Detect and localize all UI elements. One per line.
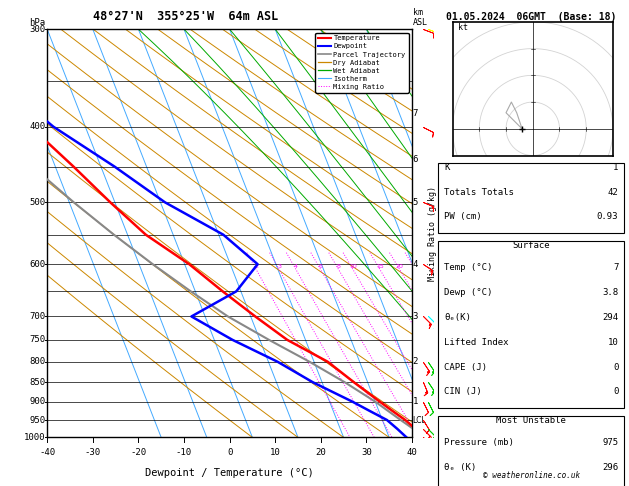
Text: 294: 294: [602, 313, 618, 322]
Text: 01.05.2024  06GMT  (Base: 18): 01.05.2024 06GMT (Base: 18): [446, 12, 616, 22]
Text: Dewpoint / Temperature (°C): Dewpoint / Temperature (°C): [145, 468, 314, 478]
Text: 7: 7: [413, 109, 418, 118]
Text: -20: -20: [130, 448, 147, 457]
Text: 1: 1: [613, 163, 618, 172]
Text: -10: -10: [176, 448, 192, 457]
Text: CIN (J): CIN (J): [444, 387, 482, 396]
Text: 0: 0: [613, 387, 618, 396]
Text: 0: 0: [613, 363, 618, 371]
Text: 950: 950: [29, 416, 45, 424]
Text: 6: 6: [413, 155, 418, 163]
Text: 0: 0: [227, 448, 232, 457]
Text: 4: 4: [294, 263, 298, 269]
Text: 20: 20: [396, 263, 404, 269]
Text: 0.93: 0.93: [597, 212, 618, 222]
Text: LCL: LCL: [413, 416, 426, 424]
Text: 750: 750: [29, 335, 45, 345]
Text: 975: 975: [602, 438, 618, 447]
Text: Dewp (°C): Dewp (°C): [444, 288, 493, 297]
Text: 5: 5: [413, 198, 418, 207]
Bar: [438, 416, 624, 486]
Text: 600: 600: [29, 260, 45, 269]
Text: 2: 2: [413, 357, 418, 366]
Text: 10: 10: [349, 263, 357, 269]
Text: 900: 900: [29, 397, 45, 406]
Text: K: K: [444, 163, 450, 172]
Text: 1000: 1000: [24, 433, 45, 442]
Text: 8: 8: [337, 263, 341, 269]
Text: Most Unstable: Most Unstable: [496, 416, 566, 425]
Text: 500: 500: [29, 198, 45, 207]
Text: 850: 850: [29, 378, 45, 387]
Text: 10: 10: [270, 448, 281, 457]
Text: Lifted Index: Lifted Index: [444, 338, 509, 347]
Text: 3: 3: [277, 263, 281, 269]
Text: © weatheronline.co.uk: © weatheronline.co.uk: [482, 471, 580, 480]
Text: 15: 15: [376, 263, 384, 269]
Text: Totals Totals: Totals Totals: [444, 188, 514, 197]
Legend: Temperature, Dewpoint, Parcel Trajectory, Dry Adiabat, Wet Adiabat, Isotherm, Mi: Temperature, Dewpoint, Parcel Trajectory…: [315, 33, 408, 93]
Text: 20: 20: [315, 448, 326, 457]
Text: 48°27'N  355°25'W  64m ASL: 48°27'N 355°25'W 64m ASL: [93, 10, 279, 23]
Text: 10: 10: [608, 338, 618, 347]
Bar: [438, 163, 624, 233]
Text: 400: 400: [29, 122, 45, 131]
Text: km
ASL: km ASL: [413, 8, 428, 27]
Text: 42: 42: [608, 188, 618, 197]
Text: 30: 30: [361, 448, 372, 457]
Text: 300: 300: [29, 25, 45, 34]
Text: 3.8: 3.8: [602, 288, 618, 297]
Text: 7: 7: [613, 263, 618, 272]
Text: Pressure (mb): Pressure (mb): [444, 438, 514, 447]
Text: 4: 4: [413, 260, 418, 269]
Text: Mixing Ratio (g/kg): Mixing Ratio (g/kg): [428, 186, 437, 281]
Text: 6: 6: [319, 263, 323, 269]
Text: 700: 700: [29, 312, 45, 321]
Text: kt: kt: [458, 23, 468, 32]
Text: Temp (°C): Temp (°C): [444, 263, 493, 272]
Text: 40: 40: [406, 448, 418, 457]
Text: 3: 3: [413, 312, 418, 321]
Text: θₑ (K): θₑ (K): [444, 463, 476, 472]
Text: -40: -40: [39, 448, 55, 457]
Bar: [438, 241, 624, 408]
Text: -30: -30: [85, 448, 101, 457]
Text: CAPE (J): CAPE (J): [444, 363, 487, 371]
Text: θₑ(K): θₑ(K): [444, 313, 471, 322]
Text: PW (cm): PW (cm): [444, 212, 482, 222]
Text: 296: 296: [602, 463, 618, 472]
Text: 2: 2: [254, 263, 259, 269]
Text: Surface: Surface: [513, 241, 550, 250]
Text: 1: 1: [413, 397, 418, 406]
Text: hPa: hPa: [29, 18, 45, 27]
Text: 800: 800: [29, 357, 45, 366]
